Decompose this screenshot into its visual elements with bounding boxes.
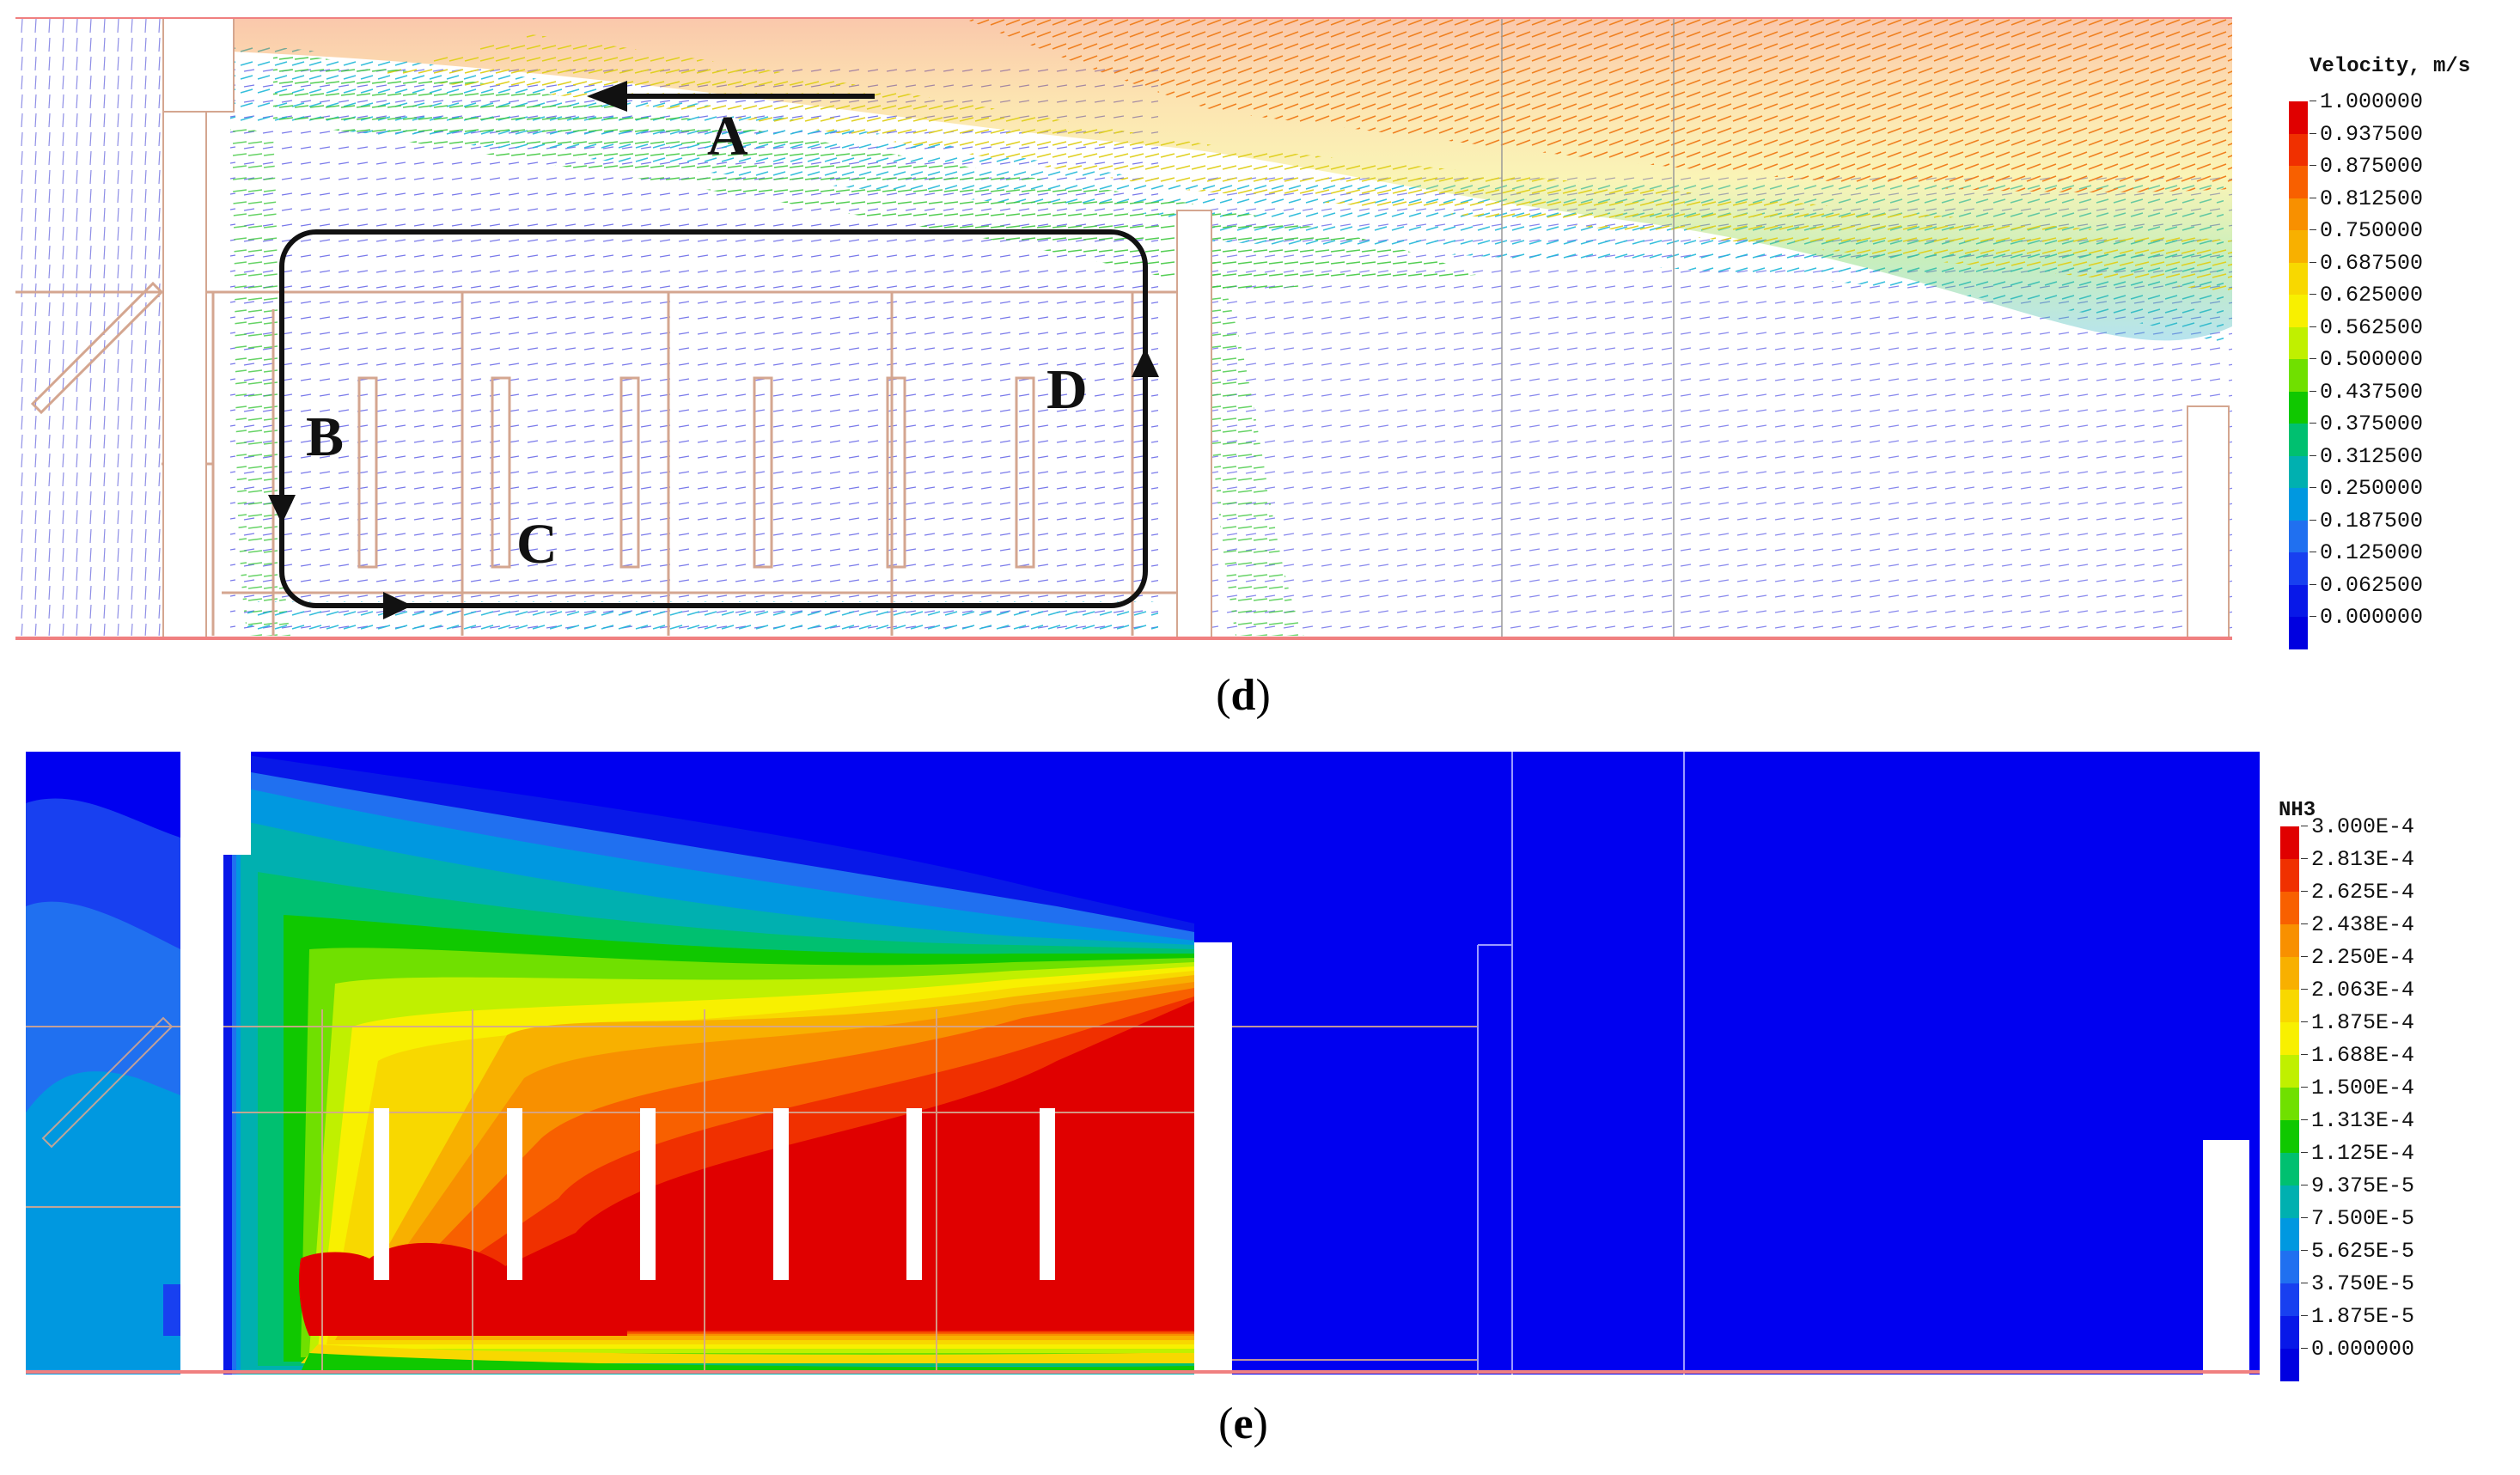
velocity-vector-plot: A B C D bbox=[15, 17, 2246, 644]
nh3-legend-swatch bbox=[2280, 990, 2299, 1022]
nh3-legend-label: 3.750E-5 bbox=[2311, 1271, 2415, 1296]
caption-e: (e) bbox=[1218, 1399, 1268, 1448]
nh3-legend-swatch bbox=[2280, 1088, 2299, 1120]
velocity-legend-swatch bbox=[2289, 326, 2308, 359]
nh3-legend-label: 2.625E-4 bbox=[2311, 880, 2415, 905]
nh3-legend-swatch bbox=[2280, 1218, 2299, 1251]
velocity-legend-swatch bbox=[2289, 295, 2308, 327]
velocity-legend-title: Velocity, m/s bbox=[2309, 55, 2471, 78]
nh3-legend-swatch bbox=[2280, 1283, 2299, 1316]
label-b: B bbox=[306, 405, 344, 468]
velocity-legend-swatch bbox=[2289, 617, 2308, 649]
label-c: C bbox=[516, 513, 558, 576]
nh3-legend-label: 2.813E-4 bbox=[2311, 847, 2415, 872]
nh3-legend-label: 2.063E-4 bbox=[2311, 978, 2415, 1003]
nh3-legend: 3.000E-4 2.813E-4 2.625E-4 2.438E-4 2.250E-4… bbox=[2280, 816, 2504, 1381]
nh3-legend-swatch bbox=[2280, 1316, 2299, 1349]
nh3-legend-swatch bbox=[2280, 924, 2299, 957]
velocity-legend-label: 0.062500 bbox=[2320, 572, 2424, 598]
nh3-legend-label: 2.250E-4 bbox=[2311, 945, 2415, 970]
arrow-d-head bbox=[1132, 348, 1159, 377]
label-a: A bbox=[707, 105, 748, 168]
nh3-legend-swatch bbox=[2280, 859, 2299, 892]
nh3-legend-swatch bbox=[2280, 826, 2299, 859]
velocity-legend-label: 0.812500 bbox=[2320, 186, 2424, 211]
velocity-legend-label: 0.937500 bbox=[2320, 121, 2424, 147]
velocity-legend-swatch bbox=[2289, 133, 2308, 166]
nh3-legend-label: 1.125E-4 bbox=[2311, 1141, 2415, 1166]
nh3-legend-label: 1.313E-4 bbox=[2311, 1108, 2415, 1133]
caption-d: (d) bbox=[1216, 671, 1271, 720]
velocity-legend-swatch bbox=[2289, 391, 2308, 424]
nh3-legend-label: 1.500E-4 bbox=[2311, 1076, 2415, 1100]
velocity-legend-label: 0.562500 bbox=[2320, 314, 2424, 340]
velocity-legend-label: 0.125000 bbox=[2320, 540, 2424, 565]
velocity-legend-label: 0.375000 bbox=[2320, 411, 2424, 436]
velocity-legend-swatch bbox=[2289, 455, 2308, 488]
velocity-legend-label: 0.000000 bbox=[2320, 605, 2424, 630]
nh3-legend-swatch bbox=[2280, 1251, 2299, 1283]
velocity-legend: 1.000000 0.937500 0.875000 0.812500 0.750000… bbox=[2289, 91, 2512, 649]
nh3-legend-swatch bbox=[2280, 1185, 2299, 1218]
nh3-legend-label: 0.000000 bbox=[2311, 1337, 2415, 1362]
velocity-legend-label: 0.437500 bbox=[2320, 379, 2424, 405]
velocity-legend-label: 0.875000 bbox=[2320, 154, 2424, 179]
nh3-legend-swatch bbox=[2280, 1120, 2299, 1153]
arrow-a-head bbox=[587, 81, 627, 112]
arrow-b-head bbox=[268, 495, 296, 524]
nh3-contour-plot bbox=[26, 752, 2260, 1374]
velocity-legend-label: 0.625000 bbox=[2320, 283, 2424, 308]
nh3-legend-label: 2.438E-4 bbox=[2311, 912, 2415, 937]
nh3-legend-title: NH3 bbox=[2279, 799, 2316, 822]
nh3-legend-swatch bbox=[2280, 1022, 2299, 1055]
velocity-legend-swatch bbox=[2289, 262, 2308, 295]
nh3-legend-label: 5.625E-5 bbox=[2311, 1239, 2415, 1264]
nh3-legend-swatch bbox=[2280, 1349, 2299, 1381]
velocity-legend-swatch bbox=[2289, 584, 2308, 617]
velocity-legend-label: 0.250000 bbox=[2320, 476, 2424, 501]
structure-outline bbox=[15, 281, 1184, 636]
velocity-legend-label: 1.000000 bbox=[2320, 89, 2424, 114]
velocity-legend-swatch bbox=[2289, 230, 2308, 263]
velocity-legend-label: 0.687500 bbox=[2320, 250, 2424, 276]
velocity-legend-swatch bbox=[2289, 359, 2308, 392]
nh3-legend-label: 3.000E-4 bbox=[2311, 814, 2415, 839]
nh3-legend-label: 9.375E-5 bbox=[2311, 1173, 2415, 1198]
nh3-legend-swatch bbox=[2280, 957, 2299, 990]
nh3-legend-label: 1.688E-4 bbox=[2311, 1043, 2415, 1068]
nh3-legend-swatch bbox=[2280, 1153, 2299, 1185]
velocity-legend-label: 0.500000 bbox=[2320, 347, 2424, 372]
velocity-legend-label: 0.187500 bbox=[2320, 508, 2424, 533]
velocity-legend-swatch bbox=[2289, 101, 2308, 134]
nh3-legend-swatch bbox=[2280, 1055, 2299, 1088]
velocity-legend-swatch bbox=[2289, 552, 2308, 585]
velocity-legend-swatch bbox=[2289, 198, 2308, 230]
velocity-legend-swatch bbox=[2289, 166, 2308, 198]
nh3-legend-label: 7.500E-5 bbox=[2311, 1206, 2415, 1231]
velocity-legend-swatch bbox=[2289, 520, 2308, 552]
velocity-legend-label: 0.312500 bbox=[2320, 443, 2424, 469]
flow-annotation bbox=[279, 94, 1148, 608]
nh3-legend-label: 1.875E-5 bbox=[2311, 1304, 2415, 1329]
arrow-c-head bbox=[383, 592, 412, 619]
velocity-legend-label: 0.750000 bbox=[2320, 218, 2424, 243]
label-d: D bbox=[1046, 358, 1088, 421]
nh3-legend-swatch bbox=[2280, 892, 2299, 924]
velocity-legend-swatch bbox=[2289, 424, 2308, 456]
velocity-legend-swatch bbox=[2289, 488, 2308, 521]
nh3-legend-label: 1.875E-4 bbox=[2311, 1010, 2415, 1035]
